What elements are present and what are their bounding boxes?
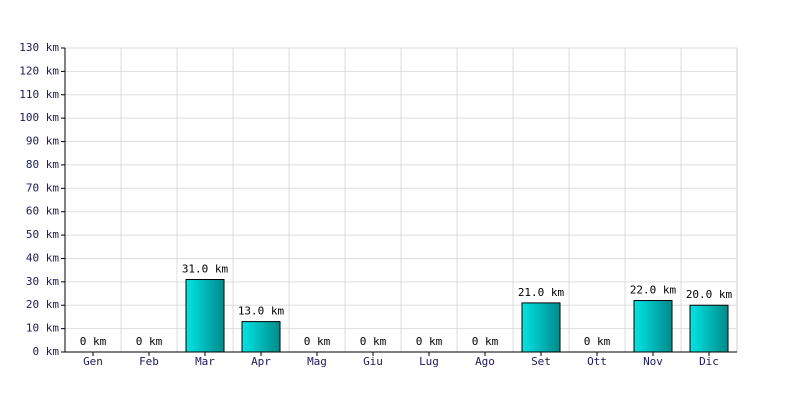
y-tick-label: 70 km — [26, 181, 59, 194]
y-tick-label: 60 km — [26, 205, 59, 218]
value-label: 13.0 km — [238, 305, 285, 318]
x-tick-label: Set — [531, 355, 551, 368]
y-tick-label: 10 km — [26, 322, 59, 335]
value-label: 0 km — [584, 335, 611, 348]
value-label: 21.0 km — [518, 286, 565, 299]
bar — [241, 321, 281, 353]
value-label: 0 km — [472, 335, 499, 348]
value-label: 0 km — [416, 335, 443, 348]
value-label: 31.0 km — [182, 263, 229, 276]
y-tick-label: 50 km — [26, 228, 59, 241]
x-tick-label: Giu — [363, 355, 383, 368]
x-tick-label: Apr — [251, 355, 271, 368]
y-tick-label: 110 km — [19, 88, 59, 101]
bar — [185, 279, 225, 353]
y-tick-label: 130 km — [19, 41, 59, 54]
bar — [689, 304, 729, 353]
bar — [633, 300, 673, 353]
x-tick-label: Nov — [643, 355, 663, 368]
bar — [521, 302, 561, 353]
y-tick-label: 30 km — [26, 275, 59, 288]
x-tick-label: Ott — [587, 355, 607, 368]
y-tick-label: 40 km — [26, 251, 59, 264]
x-tick-label: Mar — [195, 355, 215, 368]
y-tick-label: 100 km — [19, 111, 59, 124]
x-tick-label: Gen — [83, 355, 103, 368]
value-label: 0 km — [360, 335, 387, 348]
value-label: 22.0 km — [630, 284, 677, 297]
y-tick-label: 90 km — [26, 135, 59, 148]
value-label: 0 km — [136, 335, 163, 348]
y-tick-label: 20 km — [26, 298, 59, 311]
value-label: 0 km — [304, 335, 331, 348]
x-tick-label: Mag — [307, 355, 327, 368]
value-label: 0 km — [80, 335, 107, 348]
value-label: 20.0 km — [686, 288, 733, 301]
y-tick-label: 80 km — [26, 158, 59, 171]
x-tick-label: Ago — [475, 355, 495, 368]
y-tick-label: 120 km — [19, 64, 59, 77]
x-tick-label: Feb — [139, 355, 159, 368]
x-tick-label: Dic — [699, 355, 719, 368]
y-tick-label: 0 km — [33, 345, 60, 358]
x-tick-label: Lug — [419, 355, 439, 368]
